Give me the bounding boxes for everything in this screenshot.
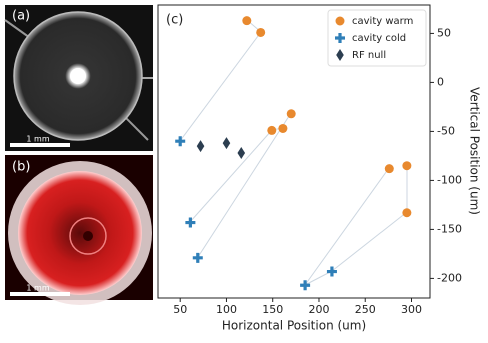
panel-label: (c): [166, 13, 183, 28]
point: [402, 161, 412, 171]
x-axis-label: Horizontal Position (um): [222, 319, 366, 333]
point: [256, 27, 266, 37]
plot-frame: [157, 4, 431, 299]
legend-label: cavity cold: [352, 33, 406, 44]
y-tick-label: 0: [437, 75, 444, 88]
scale-label: 1 mm: [26, 135, 49, 144]
connectors: [179, 19, 408, 286]
x-tick-label: 300: [401, 303, 422, 316]
panel-label: (b): [12, 160, 30, 175]
legend-marker: [335, 33, 345, 43]
image-b: 1 mm (b): [5, 155, 153, 305]
x-tick-label: 250: [355, 303, 376, 316]
scale-label: 1 mm: [26, 284, 49, 293]
point: [192, 252, 203, 263]
y-tick-label: -200: [437, 271, 462, 284]
legend-label: RF null: [352, 50, 386, 61]
x-tick-label: 50: [173, 303, 187, 316]
point: [242, 16, 252, 26]
point: [196, 140, 205, 153]
point: [402, 208, 412, 218]
y-tick-label: -100: [437, 173, 462, 186]
y-tick-label: 50: [437, 26, 451, 39]
point: [326, 266, 337, 277]
x-tick-label: 150: [262, 303, 283, 316]
point: [185, 217, 196, 228]
point: [267, 125, 277, 135]
y-tick-label: -50: [437, 124, 455, 137]
point: [175, 136, 186, 147]
x-tick-label: 100: [216, 303, 237, 316]
point: [300, 280, 311, 291]
point: [286, 109, 296, 119]
legend-box: [327, 9, 427, 67]
point: [222, 137, 231, 150]
y-tick-label: -150: [437, 222, 462, 235]
point: [278, 123, 288, 133]
y-axis-label: Vertical Position (um): [468, 87, 482, 215]
image-a: 1 mm (a): [4, 5, 153, 151]
panel-label: (a): [12, 9, 30, 24]
x-tick-label: 200: [308, 303, 329, 316]
legend-marker: [335, 16, 345, 26]
legend-label: cavity warm: [352, 16, 413, 27]
point: [237, 146, 246, 159]
legend-marker: [336, 49, 344, 61]
point: [384, 164, 394, 174]
